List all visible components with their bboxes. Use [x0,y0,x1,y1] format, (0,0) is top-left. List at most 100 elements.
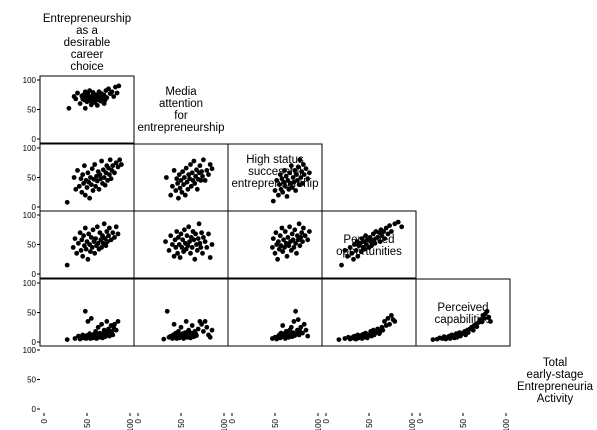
variable-label-line: as a [76,25,98,37]
data-point [277,233,283,239]
data-point [305,176,311,182]
data-point [109,89,115,95]
data-point [363,233,368,239]
data-point [274,178,280,183]
data-point [273,230,279,236]
x-tick-label: 100 [314,418,323,430]
data-point [358,249,364,255]
variable-label-line: for [174,110,188,122]
data-point [488,319,493,324]
data-point [196,221,202,227]
data-point [300,239,305,245]
data-point [282,245,287,250]
data-point [75,168,80,173]
data-point [385,231,391,237]
x-tick-label: 50 [177,418,186,427]
data-point [112,321,117,327]
x-tick-label: 0 [322,418,331,423]
data-point [106,326,111,332]
scatter-panel-r4-c2 [227,278,323,347]
data-point [111,94,117,99]
data-point [280,189,286,195]
data-point [88,182,94,188]
scatter-panel-r2-c0 [39,143,135,212]
data-point [294,250,299,256]
data-point [270,245,275,250]
data-point [367,235,373,240]
data-point [173,245,179,250]
data-point [85,170,91,176]
y-tick-label: 0 [32,203,37,212]
data-point [305,333,311,339]
data-point [339,262,344,268]
data-point [290,237,296,243]
data-point [113,327,119,333]
data-point [82,308,88,314]
scatter-panel-r3-c0 [39,210,135,279]
data-point [175,250,181,256]
data-point [171,168,177,173]
data-point [289,185,295,190]
y-tick-label: 50 [27,174,36,183]
variable-label-line: Media [165,86,197,98]
data-point [115,319,121,324]
data-point [107,157,113,163]
data-point [187,239,193,245]
data-point [113,160,119,166]
data-point [372,240,378,246]
data-point [349,250,355,256]
data-point [282,168,287,173]
variable-label-line: Total [543,357,567,369]
data-point [166,248,172,253]
data-point [383,225,389,231]
data-point [270,236,276,242]
data-point [184,179,190,185]
data-point [192,181,198,186]
data-point [82,105,88,111]
data-point [87,195,92,201]
data-point [369,243,374,249]
data-point [209,327,215,333]
data-point [375,235,380,240]
data-point [307,229,312,234]
data-point [307,170,312,176]
data-point [291,245,297,250]
data-point [177,185,183,191]
data-point [389,229,394,234]
data-point [107,172,112,178]
data-point [101,327,107,333]
data-point [293,308,298,314]
x-tick-label: 100 [220,418,229,430]
data-point [115,164,121,170]
data-point [382,236,387,242]
data-point [112,170,117,176]
data-point [282,183,288,189]
data-point [281,237,286,243]
data-point [88,316,94,321]
data-point [191,237,197,243]
data-point [112,235,117,240]
data-point [79,237,85,243]
data-point [484,308,490,314]
data-point [377,239,383,245]
data-point [176,172,182,178]
data-point [70,245,76,250]
data-point [98,237,104,243]
data-point [173,188,179,193]
data-point [336,337,342,342]
variable-label-line: early-stage [527,369,584,381]
data-point [164,175,169,180]
data-point [73,96,79,102]
scatter-panel-r3-c1 [133,210,229,279]
data-point [482,316,487,321]
data-point [275,256,280,262]
y-tick-label: 50 [27,106,36,115]
data-point [301,225,306,231]
data-point [107,225,112,231]
data-point [80,172,86,178]
data-point [192,256,198,262]
y-tick-label: 0 [32,270,37,279]
data-point [76,240,81,246]
